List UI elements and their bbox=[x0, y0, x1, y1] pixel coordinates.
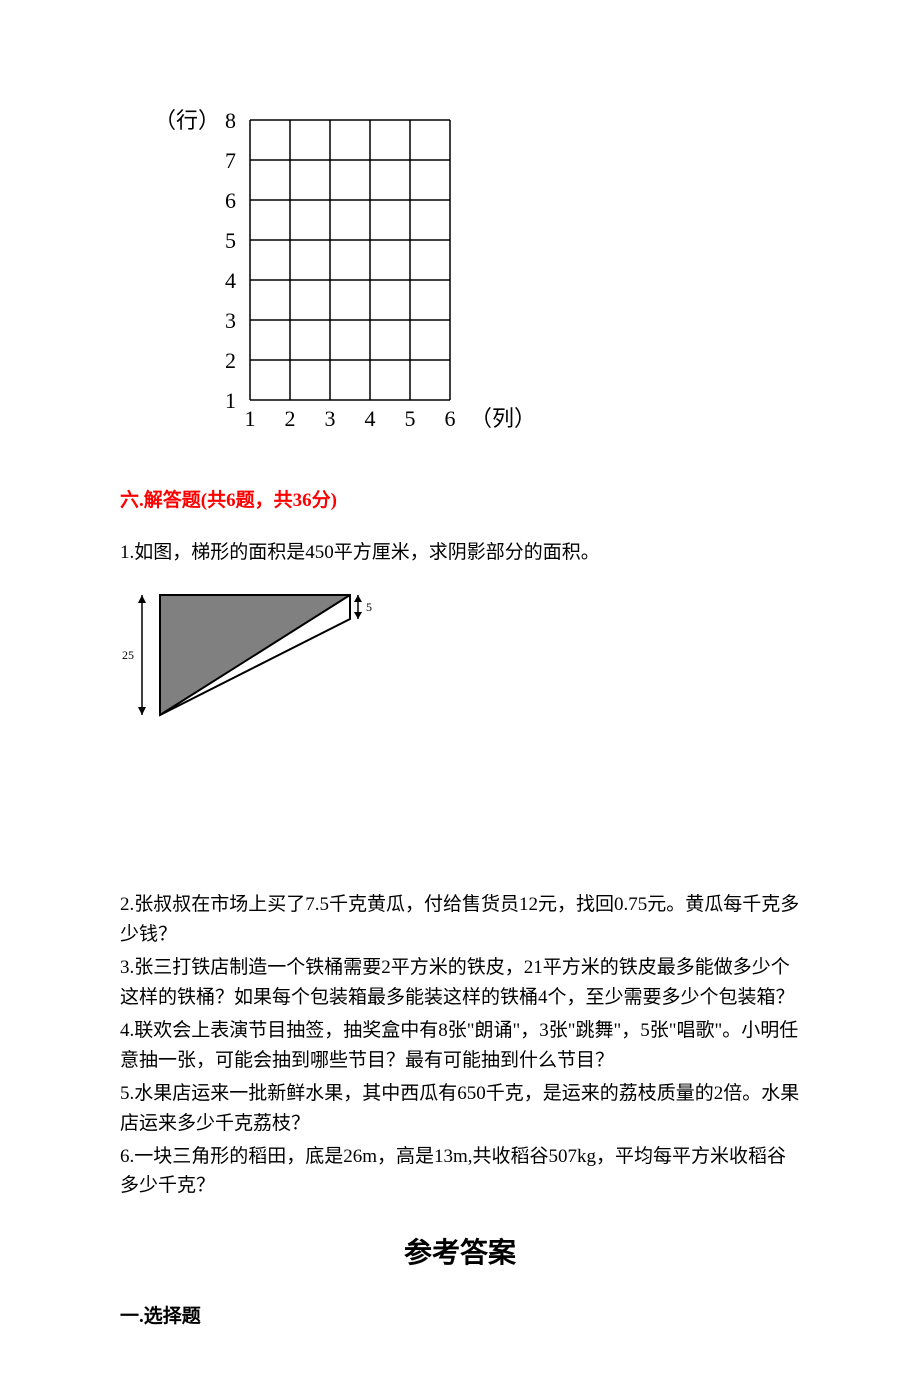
question-1: 1.如图，梯形的面积是450平方厘米，求阴影部分的面积。 bbox=[120, 538, 800, 567]
section-6-heading: 六.解答题(共6题，共36分) bbox=[120, 485, 800, 512]
answers-section-1-heading: 一.选择题 bbox=[120, 1301, 800, 1328]
trapezoid-svg: 25 5 bbox=[120, 585, 390, 735]
svg-text:5: 5 bbox=[366, 600, 372, 614]
svg-text:5: 5 bbox=[225, 228, 236, 253]
grid-svg: 8 7 6 5 4 3 2 1 （行） 1 2 3 4 5 6 （列） bbox=[140, 90, 540, 430]
svg-text:8: 8 bbox=[225, 108, 236, 133]
svg-text:4: 4 bbox=[365, 406, 376, 430]
svg-text:25: 25 bbox=[122, 648, 134, 662]
question-6: 6.一块三角形的稻田，底是26m，高是13m,共收稻谷507kg，平均每平方米收… bbox=[120, 1142, 800, 1201]
svg-text:2: 2 bbox=[225, 348, 236, 373]
svg-text:6: 6 bbox=[225, 188, 236, 213]
question-3: 3.张三打铁店制造一个铁桶需要2平方米的铁皮，21平方米的铁皮最多能做多少个这样… bbox=[120, 953, 800, 1012]
svg-text:2: 2 bbox=[285, 406, 296, 430]
svg-text:1: 1 bbox=[245, 406, 256, 430]
question-5: 5.水果店运来一批新鲜水果，其中西瓜有650千克，是运来的荔枝质量的2倍。水果店… bbox=[120, 1079, 800, 1138]
svg-text:5: 5 bbox=[405, 406, 416, 430]
svg-text:3: 3 bbox=[225, 308, 236, 333]
answers-heading: 参考答案 bbox=[120, 1231, 800, 1271]
svg-text:6: 6 bbox=[445, 406, 456, 430]
question-2: 2.张叔叔在市场上买了7.5千克黄瓜，付给售货员12元，找回0.75元。黄瓜每千… bbox=[120, 890, 800, 949]
trapezoid-figure: 25 5 bbox=[120, 585, 800, 740]
grid-figure: 8 7 6 5 4 3 2 1 （行） 1 2 3 4 5 6 （列） bbox=[140, 90, 800, 435]
svg-text:3: 3 bbox=[325, 406, 336, 430]
svg-text:1: 1 bbox=[225, 388, 236, 413]
question-4: 4.联欢会上表演节目抽签，抽奖盒中有8张"朗诵"，3张"跳舞"，5张"唱歌"。小… bbox=[120, 1016, 800, 1075]
svg-text:（行）: （行） bbox=[154, 108, 220, 133]
svg-text:7: 7 bbox=[225, 148, 236, 173]
svg-text:（列）: （列） bbox=[470, 406, 536, 430]
svg-text:4: 4 bbox=[225, 268, 236, 293]
